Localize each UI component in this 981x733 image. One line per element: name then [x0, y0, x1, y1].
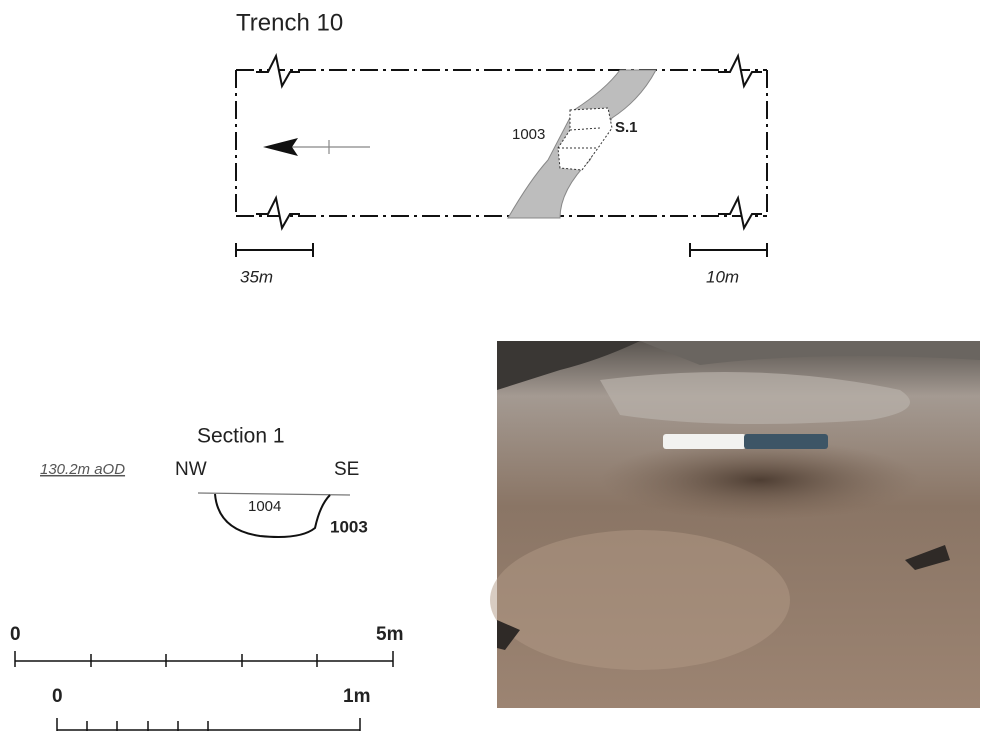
section-title: Section 1: [197, 425, 285, 448]
site-photo: [490, 341, 980, 708]
scale-1m: [56, 718, 361, 731]
scale-5m-end: 5m: [376, 624, 403, 645]
break-symbols: [256, 52, 762, 231]
scale-5m: [14, 651, 394, 667]
scale-right-label: 10m: [706, 267, 739, 286]
trench-outline: [235, 69, 768, 217]
ground-line: [197, 492, 351, 496]
scale-1m-end: 1m: [343, 686, 370, 707]
nw-label: NW: [175, 459, 207, 480]
se-label: SE: [334, 459, 359, 480]
scale-1m-start: 0: [52, 686, 63, 707]
north-arrow: [263, 138, 370, 156]
scale-5m-start: 0: [10, 624, 21, 645]
fill-label: 1004: [248, 498, 281, 515]
datum-label: 130.2m aOD: [40, 461, 125, 478]
feature-label: 1003: [512, 126, 545, 143]
section-label: S.1: [615, 119, 638, 136]
plan-scales: [235, 243, 768, 257]
scale-left-label: 35m: [240, 267, 273, 286]
plan-title: Trench 10: [236, 9, 343, 36]
section-box: [557, 107, 613, 171]
cut-label: 1003: [330, 517, 368, 536]
pit-profile: [214, 493, 331, 538]
